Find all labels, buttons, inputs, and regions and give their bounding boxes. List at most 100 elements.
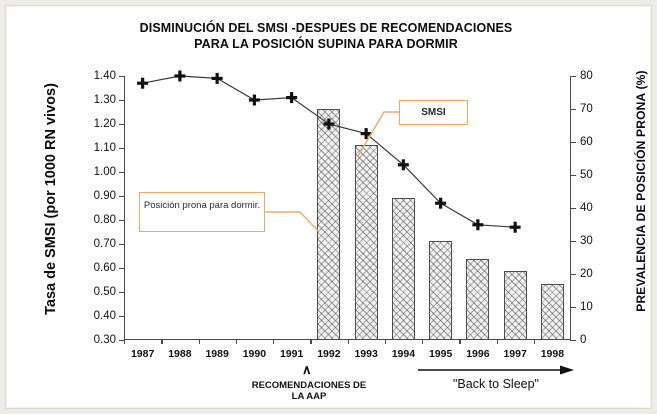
y-axis-left-tick <box>119 124 125 126</box>
y-axis-left-tick <box>119 340 125 342</box>
y-axis-right-tick-label: 70 <box>580 103 593 115</box>
line-marker-1991 <box>286 92 298 104</box>
x-axis-tick <box>310 339 312 344</box>
y-axis-right-tick-label: 0 <box>580 334 587 346</box>
y-axis-left-tick <box>119 268 125 270</box>
y-axis-left-tick <box>119 316 125 318</box>
y-axis-right-tick <box>570 307 576 309</box>
smsi-line-series <box>137 70 521 233</box>
bar-1996 <box>466 259 490 340</box>
x-axis-tick <box>496 339 498 344</box>
x-axis-tick <box>422 339 424 344</box>
y-axis-right-tick <box>570 142 576 144</box>
aap-up-arrow-icon: ∧ <box>302 362 312 377</box>
line-markers <box>137 70 521 233</box>
chart-title-line1: DISMINUCIÓN DEL SMSI -DESPUES DE RECOMEN… <box>139 21 513 35</box>
bar-1992 <box>317 109 341 340</box>
line-marker-1990 <box>248 94 260 106</box>
y-axis-right-tick-label: 10 <box>580 301 593 313</box>
y-axis-right-tick-label: 20 <box>580 268 593 280</box>
y-axis-left-tick-label: 1.10 <box>93 142 116 154</box>
y-axis-left-tick <box>119 244 125 246</box>
line-marker-1992 <box>323 118 335 130</box>
y-axis-left-tick-label: 0.90 <box>93 190 116 202</box>
line-marker-1996 <box>472 219 484 231</box>
callout-prone-position: Posición prona para dormir. <box>139 192 265 232</box>
aap-recommendation-note: RECOMENDACIONES DE LA AAP <box>234 380 384 402</box>
y-axis-right-tick <box>570 76 576 78</box>
back-to-sleep-label: "Back to Sleep" <box>452 377 539 391</box>
x-axis-tick-label: 1998 <box>540 348 565 360</box>
y-axis-left-title: Tasa de SMSI (por 1000 RN vivos) <box>43 83 59 315</box>
y-axis-left-tick-label: 0.30 <box>93 334 116 346</box>
y-axis-left-tick <box>119 220 125 222</box>
y-axis-left-tick-label: 0.70 <box>93 238 116 250</box>
x-axis-tick-label: 1991 <box>279 348 304 360</box>
line-marker-1988 <box>174 70 186 82</box>
y-axis-left-tick <box>119 100 125 102</box>
y-axis-left-tick <box>119 292 125 294</box>
x-axis-tick <box>459 339 461 344</box>
aap-note-line1: RECOMENDACIONES DE <box>251 380 367 391</box>
x-axis-tick-label: 1997 <box>503 348 527 360</box>
line-marker-1994 <box>397 159 409 171</box>
y-axis-left-tick <box>119 172 125 174</box>
chart-title-line2: PARA LA POSICIÓN SUPINA PARA DORMIR <box>194 37 458 51</box>
y-axis-left-tick-label: 1.30 <box>93 94 116 106</box>
chart-canvas: DISMINUCIÓN DEL SMSI -DESPUES DE RECOMEN… <box>5 5 652 409</box>
x-axis-tick <box>384 339 387 344</box>
y-axis-left-tick-label: 1.40 <box>93 70 116 82</box>
x-axis-tick-label: 1993 <box>354 348 378 360</box>
x-axis-tick-label: 1989 <box>205 348 229 360</box>
bar-1998 <box>540 283 564 340</box>
bar-1995 <box>429 241 453 340</box>
x-axis-tick-label: 1987 <box>130 348 155 360</box>
line-marker-1989 <box>211 72 223 84</box>
bar-1994 <box>391 198 415 340</box>
y-axis-right-tick-label: 80 <box>580 70 593 82</box>
y-axis-right-tick-label: 50 <box>580 169 593 181</box>
line-marker-1997 <box>509 221 521 233</box>
x-axis-tick-label: 1988 <box>168 348 192 360</box>
chart-title: DISMINUCIÓN DEL SMSI -DESPUES DE RECOMEN… <box>66 20 586 52</box>
callout-smsi: SMSI <box>399 100 468 125</box>
y-axis-left-tick-label: 0.50 <box>93 286 116 298</box>
x-axis-tick-label: 1992 <box>317 348 341 360</box>
line-marker-1995 <box>435 197 447 209</box>
x-axis-tick-label: 1996 <box>466 348 490 360</box>
bar-1993 <box>354 145 378 340</box>
y-axis-left-tick <box>119 76 125 78</box>
back-to-sleep-arrow-icon <box>418 365 574 375</box>
x-axis-tick-label: 1990 <box>242 348 267 360</box>
y-axis-right-tick-label: 30 <box>580 235 593 247</box>
x-axis-tick <box>347 339 349 344</box>
y-axis-left-tick-label: 1.00 <box>93 166 116 178</box>
aap-note-line2: LA AAP <box>291 391 327 402</box>
plot-area: 1.40 1.30 1.20 1.10 1.00 0.90 0.80 0.70 0.60 0.50… <box>94 70 593 360</box>
x-axis-tick <box>161 339 163 344</box>
y-axis-left-tick <box>119 196 125 198</box>
y-axis-right-tick <box>570 274 576 276</box>
y-axis-left-tick-label: 1.20 <box>93 118 116 130</box>
y-axis-right-tick-label: 60 <box>580 136 593 148</box>
y-axis-left-tick <box>119 148 125 150</box>
x-axis-tick <box>198 339 200 344</box>
y-axis-right-tick <box>570 109 576 111</box>
y-axis-right-tick <box>570 208 576 210</box>
y-axis-right-tick <box>570 175 576 177</box>
y-axis-right-tick <box>570 241 576 243</box>
x-axis-tick <box>533 339 536 344</box>
x-axis-tick-label: 1994 <box>391 348 416 360</box>
y-axis-right-title: PREVALENCIA DE POSICIÓN PRONA (%) <box>634 70 648 312</box>
y-axis-left-tick-label: 0.40 <box>93 310 116 322</box>
y-axis-left-tick-label: 0.60 <box>93 262 116 274</box>
x-axis-tick <box>235 339 238 344</box>
bar-1997 <box>503 270 527 340</box>
y-axis-left-line <box>124 76 126 340</box>
y-axis-right-tick <box>570 340 576 342</box>
y-axis-left-tick-label: 0.80 <box>93 214 116 226</box>
x-axis-tick-label: 1995 <box>428 348 453 360</box>
x-axis-tick <box>273 339 275 344</box>
y-axis-right-tick-label: 40 <box>580 202 593 214</box>
line-marker-1987 <box>137 77 149 89</box>
